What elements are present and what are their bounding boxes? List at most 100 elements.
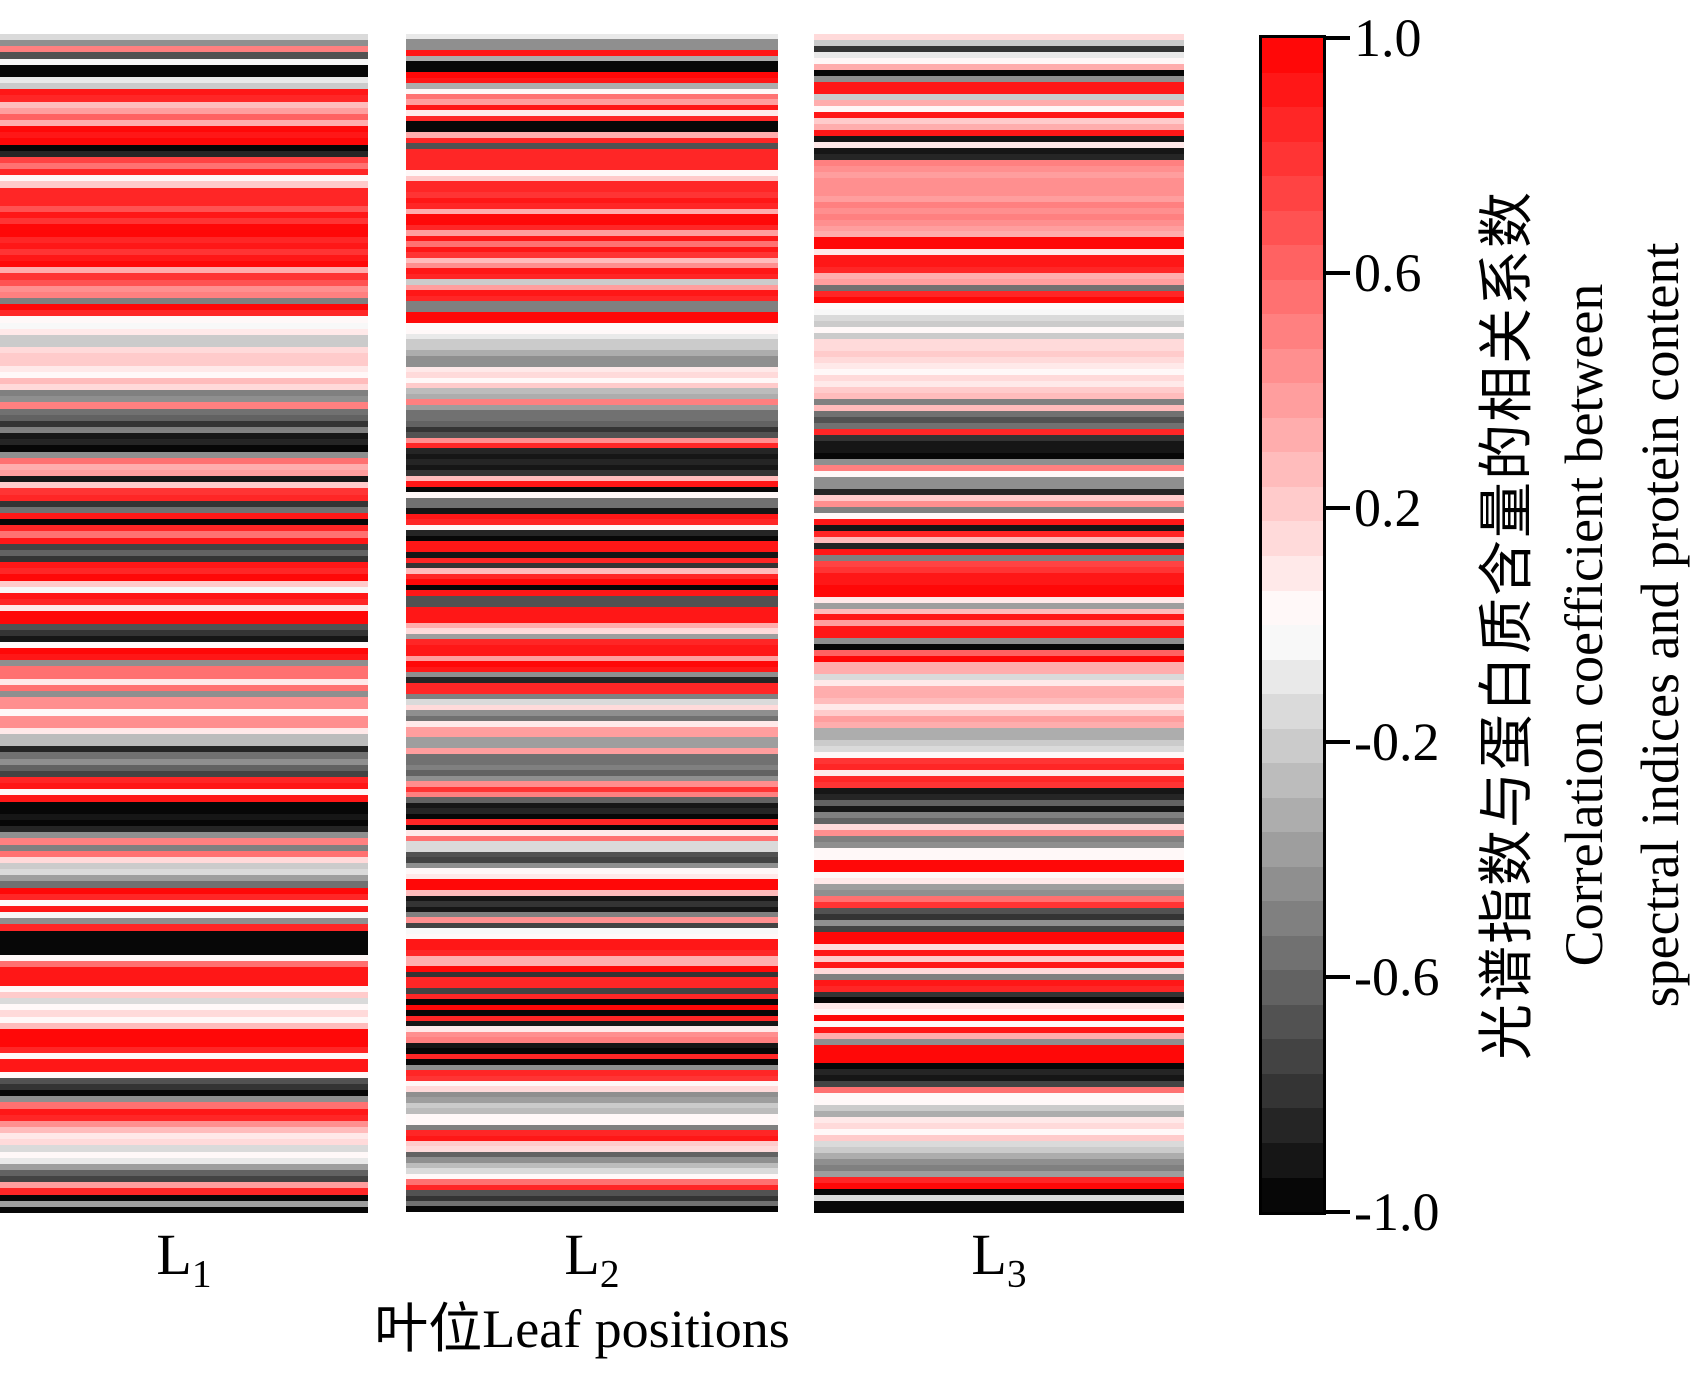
heatmap-cell: [406, 132, 778, 138]
heatmap-cell: [814, 560, 1184, 567]
heatmap-cell: [406, 917, 778, 923]
heatmap-cell: [814, 913, 1184, 920]
heatmap-cell: [814, 123, 1184, 130]
colorbar-segment: [1262, 279, 1323, 315]
heatmap-cell: [0, 881, 368, 888]
heatmap-cell: [814, 464, 1184, 471]
heatmap-cell: [0, 1004, 368, 1011]
heatmap-cell: [406, 170, 778, 176]
heatmap-cell: [406, 1124, 778, 1131]
heatmap-cell: [814, 267, 1184, 274]
heatmap-cell: [406, 1195, 778, 1201]
heatmap-cell: [0, 347, 368, 354]
heatmap-cell: [0, 746, 368, 753]
heatmap-cell: [0, 439, 368, 446]
heatmap-cell: [406, 361, 778, 367]
heatmap-cell: [406, 1053, 778, 1060]
heatmap-cell: [406, 884, 778, 891]
heatmap-cell: [0, 537, 368, 544]
heatmap-cell: [0, 764, 368, 771]
heatmap-cell: [814, 817, 1184, 824]
heatmap-cell: [814, 650, 1184, 657]
heatmap-cell: [814, 542, 1184, 549]
heatmap-cell: [814, 1123, 1184, 1130]
heatmap-cell: [814, 165, 1184, 172]
x-tick-label-L3: L3: [971, 1222, 1027, 1296]
heatmap-cell: [814, 554, 1184, 561]
colorbar-label-chinese: 光谱指数与蛋白质含量的相关系数: [1477, 190, 1539, 1060]
heatmap-cell: [814, 686, 1184, 693]
heatmap-cell: [406, 1190, 778, 1196]
heatmap-cell: [814, 405, 1184, 412]
heatmap-cell: [406, 846, 778, 852]
heatmap-cell: [406, 857, 778, 863]
heatmap-cell: [0, 1077, 368, 1085]
heatmap-cell: [814, 716, 1184, 723]
heatmap-cell: [406, 213, 778, 220]
heatmap-cell: [406, 584, 778, 591]
heatmap-cell: [814, 1111, 1184, 1118]
heatmap-cell: [0, 703, 368, 710]
heatmap-cell: [0, 506, 368, 513]
heatmap-cell: [406, 208, 778, 214]
heatmap-cell: [406, 197, 778, 204]
heatmap-cell: [814, 422, 1184, 429]
heatmap-cell: [814, 668, 1184, 675]
heatmap-cell: [814, 129, 1184, 136]
heatmap-cell: [814, 1093, 1184, 1100]
heatmap-cell: [814, 327, 1184, 334]
colorbar-segment: [1262, 314, 1323, 349]
heatmap-cell: [0, 476, 368, 483]
heatmap-cell: [406, 399, 778, 405]
heatmap-cell: [406, 55, 778, 62]
colorbar-segment: [1262, 555, 1323, 591]
heatmap-cell: [0, 169, 368, 176]
heatmap-cell: [814, 482, 1184, 489]
heatmap-cell: [814, 859, 1184, 866]
heatmap-cell: [814, 1099, 1184, 1106]
heatmap-cell: [814, 111, 1184, 118]
heatmap-cell: [814, 1159, 1184, 1166]
heatmap-cell: [0, 310, 368, 317]
heatmap-cell: [406, 901, 778, 907]
heatmap-cell: [0, 568, 368, 575]
heatmap-cell: [406, 317, 778, 324]
heatmap-cell: [814, 901, 1184, 908]
heatmap-cell: [406, 541, 778, 547]
heatmap-cell: [406, 672, 778, 678]
heatmap-cell: [0, 390, 368, 397]
colorbar-gradient: [1262, 38, 1323, 1213]
heatmap-cell: [0, 132, 368, 139]
x-axis-title: 叶位Leaf positions: [374, 1299, 790, 1359]
heatmap-cell: [814, 69, 1184, 76]
heatmap-cell: [0, 1065, 368, 1072]
colorbar-tick-label: 1.0: [1354, 8, 1422, 68]
heatmap-cell: [814, 177, 1184, 184]
heatmap-cell: [814, 644, 1184, 651]
heatmap-cell: [0, 555, 368, 563]
heatmap-cell: [0, 869, 368, 876]
heatmap-cell: [814, 411, 1184, 417]
heatmap-cell: [406, 753, 778, 760]
heatmap-cell: [406, 715, 778, 722]
heatmap-cell: [406, 770, 778, 776]
heatmap-cell: [0, 285, 368, 292]
heatmap-cell: [0, 482, 368, 489]
heatmap-cell: [814, 1063, 1184, 1070]
heatmap-cell: [0, 605, 368, 612]
heatmap-cell: [814, 704, 1184, 711]
heatmap-cell: [406, 971, 778, 978]
heatmap-cell: [0, 592, 368, 599]
heatmap-cell: [406, 808, 778, 814]
heatmap-cell: [0, 678, 368, 685]
heatmap-cell: [406, 453, 778, 460]
colorbar-segment: [1262, 417, 1323, 453]
heatmap-cell: [406, 235, 778, 242]
heatmap-cell: [406, 137, 778, 144]
colorbar-segment: [1262, 590, 1323, 626]
heatmap-cell: [0, 752, 368, 759]
heatmap-cell: [406, 726, 778, 732]
heatmap-cell: [814, 446, 1184, 453]
heatmap-cell: [0, 113, 368, 120]
heatmap-cell: [814, 692, 1184, 699]
